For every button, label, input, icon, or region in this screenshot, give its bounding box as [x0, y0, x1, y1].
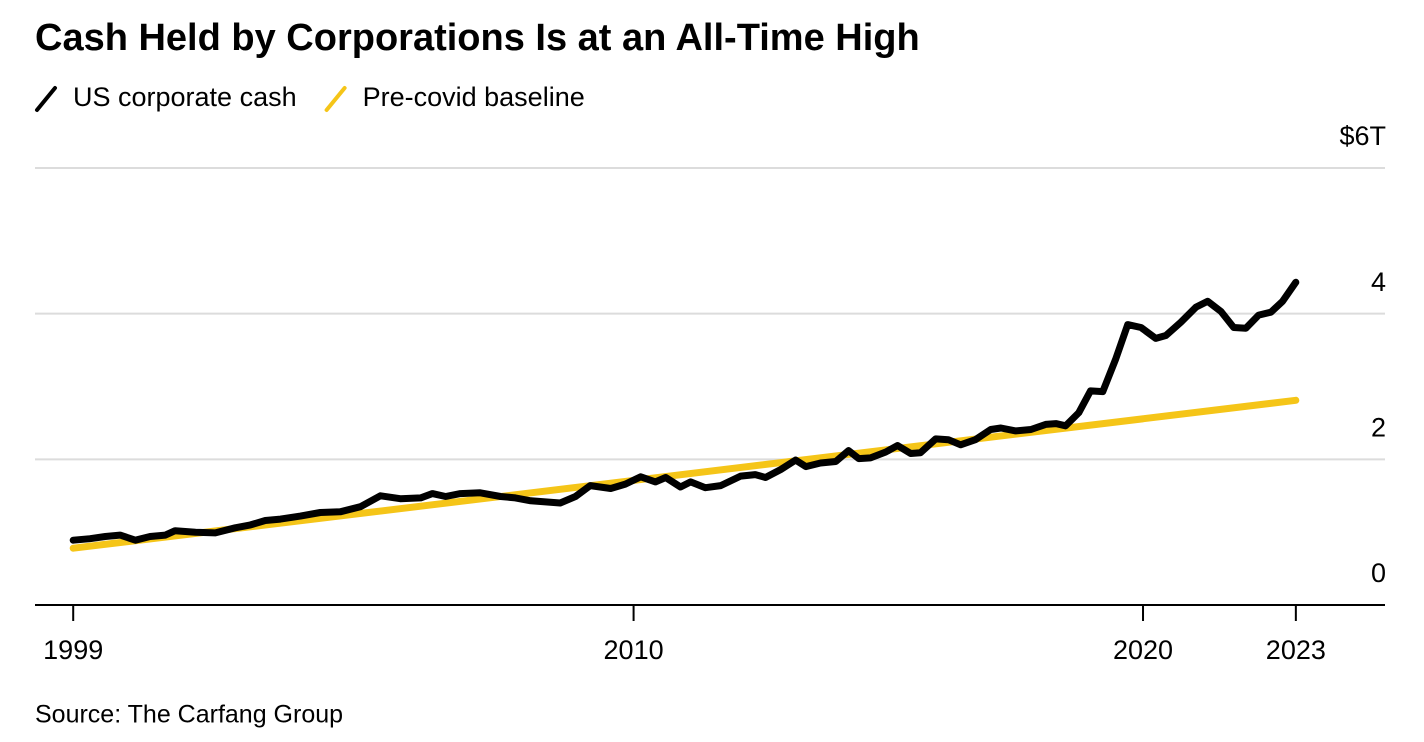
legend-swatch — [35, 86, 57, 112]
y-tick-label: $6T — [1339, 121, 1386, 151]
legend-swatch — [324, 86, 347, 112]
x-tick-label: 2010 — [604, 635, 664, 665]
legend-label: US corporate cash — [73, 82, 297, 112]
series-line — [69, 396, 1300, 552]
chart-title: Cash Held by Corporations Is at an All-T… — [35, 17, 920, 59]
x-tick-label: 2023 — [1266, 635, 1326, 665]
x-tick-label: 2020 — [1113, 635, 1173, 665]
y-tick-label: 2 — [1371, 412, 1386, 442]
series-line — [69, 278, 1300, 544]
x-tick-label: 1999 — [43, 635, 103, 665]
legend-label: Pre-covid baseline — [363, 82, 585, 112]
y-tick-label: 4 — [1371, 267, 1386, 297]
source: Source: The Carfang Group — [35, 701, 343, 729]
y-tick-label: 0 — [1371, 558, 1386, 588]
